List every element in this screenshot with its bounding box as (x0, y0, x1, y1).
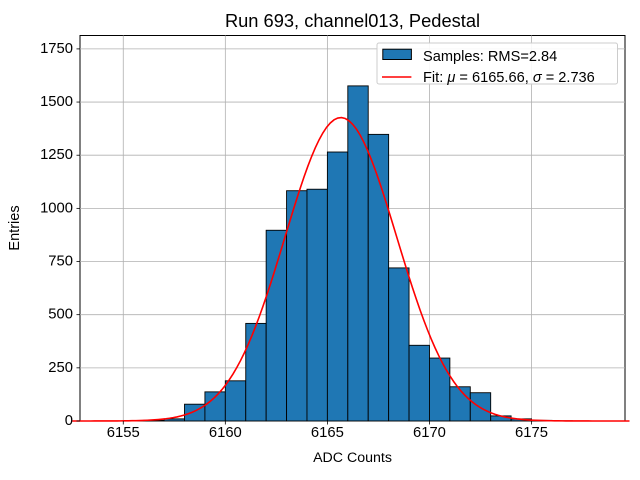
svg-text:Run 693, channel013, Pedestal: Run 693, channel013, Pedestal (225, 10, 480, 31)
svg-text:6175: 6175 (515, 425, 548, 441)
svg-text:Fit: μ = 6165.66, σ = 2.736: Fit: μ = 6165.66, σ = 2.736 (423, 70, 595, 86)
svg-text:1750: 1750 (40, 41, 73, 57)
svg-text:250: 250 (48, 360, 73, 376)
svg-text:6170: 6170 (413, 425, 446, 441)
svg-text:ADC Counts: ADC Counts (313, 450, 392, 466)
svg-text:1250: 1250 (40, 147, 73, 163)
svg-text:0: 0 (65, 413, 73, 429)
svg-text:1000: 1000 (40, 200, 73, 216)
svg-text:500: 500 (48, 307, 73, 323)
svg-text:6155: 6155 (107, 425, 140, 441)
svg-text:750: 750 (48, 254, 73, 270)
svg-text:6160: 6160 (209, 425, 242, 441)
svg-text:6165: 6165 (311, 425, 344, 441)
svg-text:Entries: Entries (7, 205, 23, 250)
svg-text:Samples: RMS=2.84: Samples: RMS=2.84 (423, 49, 557, 65)
svg-text:1500: 1500 (40, 94, 73, 110)
